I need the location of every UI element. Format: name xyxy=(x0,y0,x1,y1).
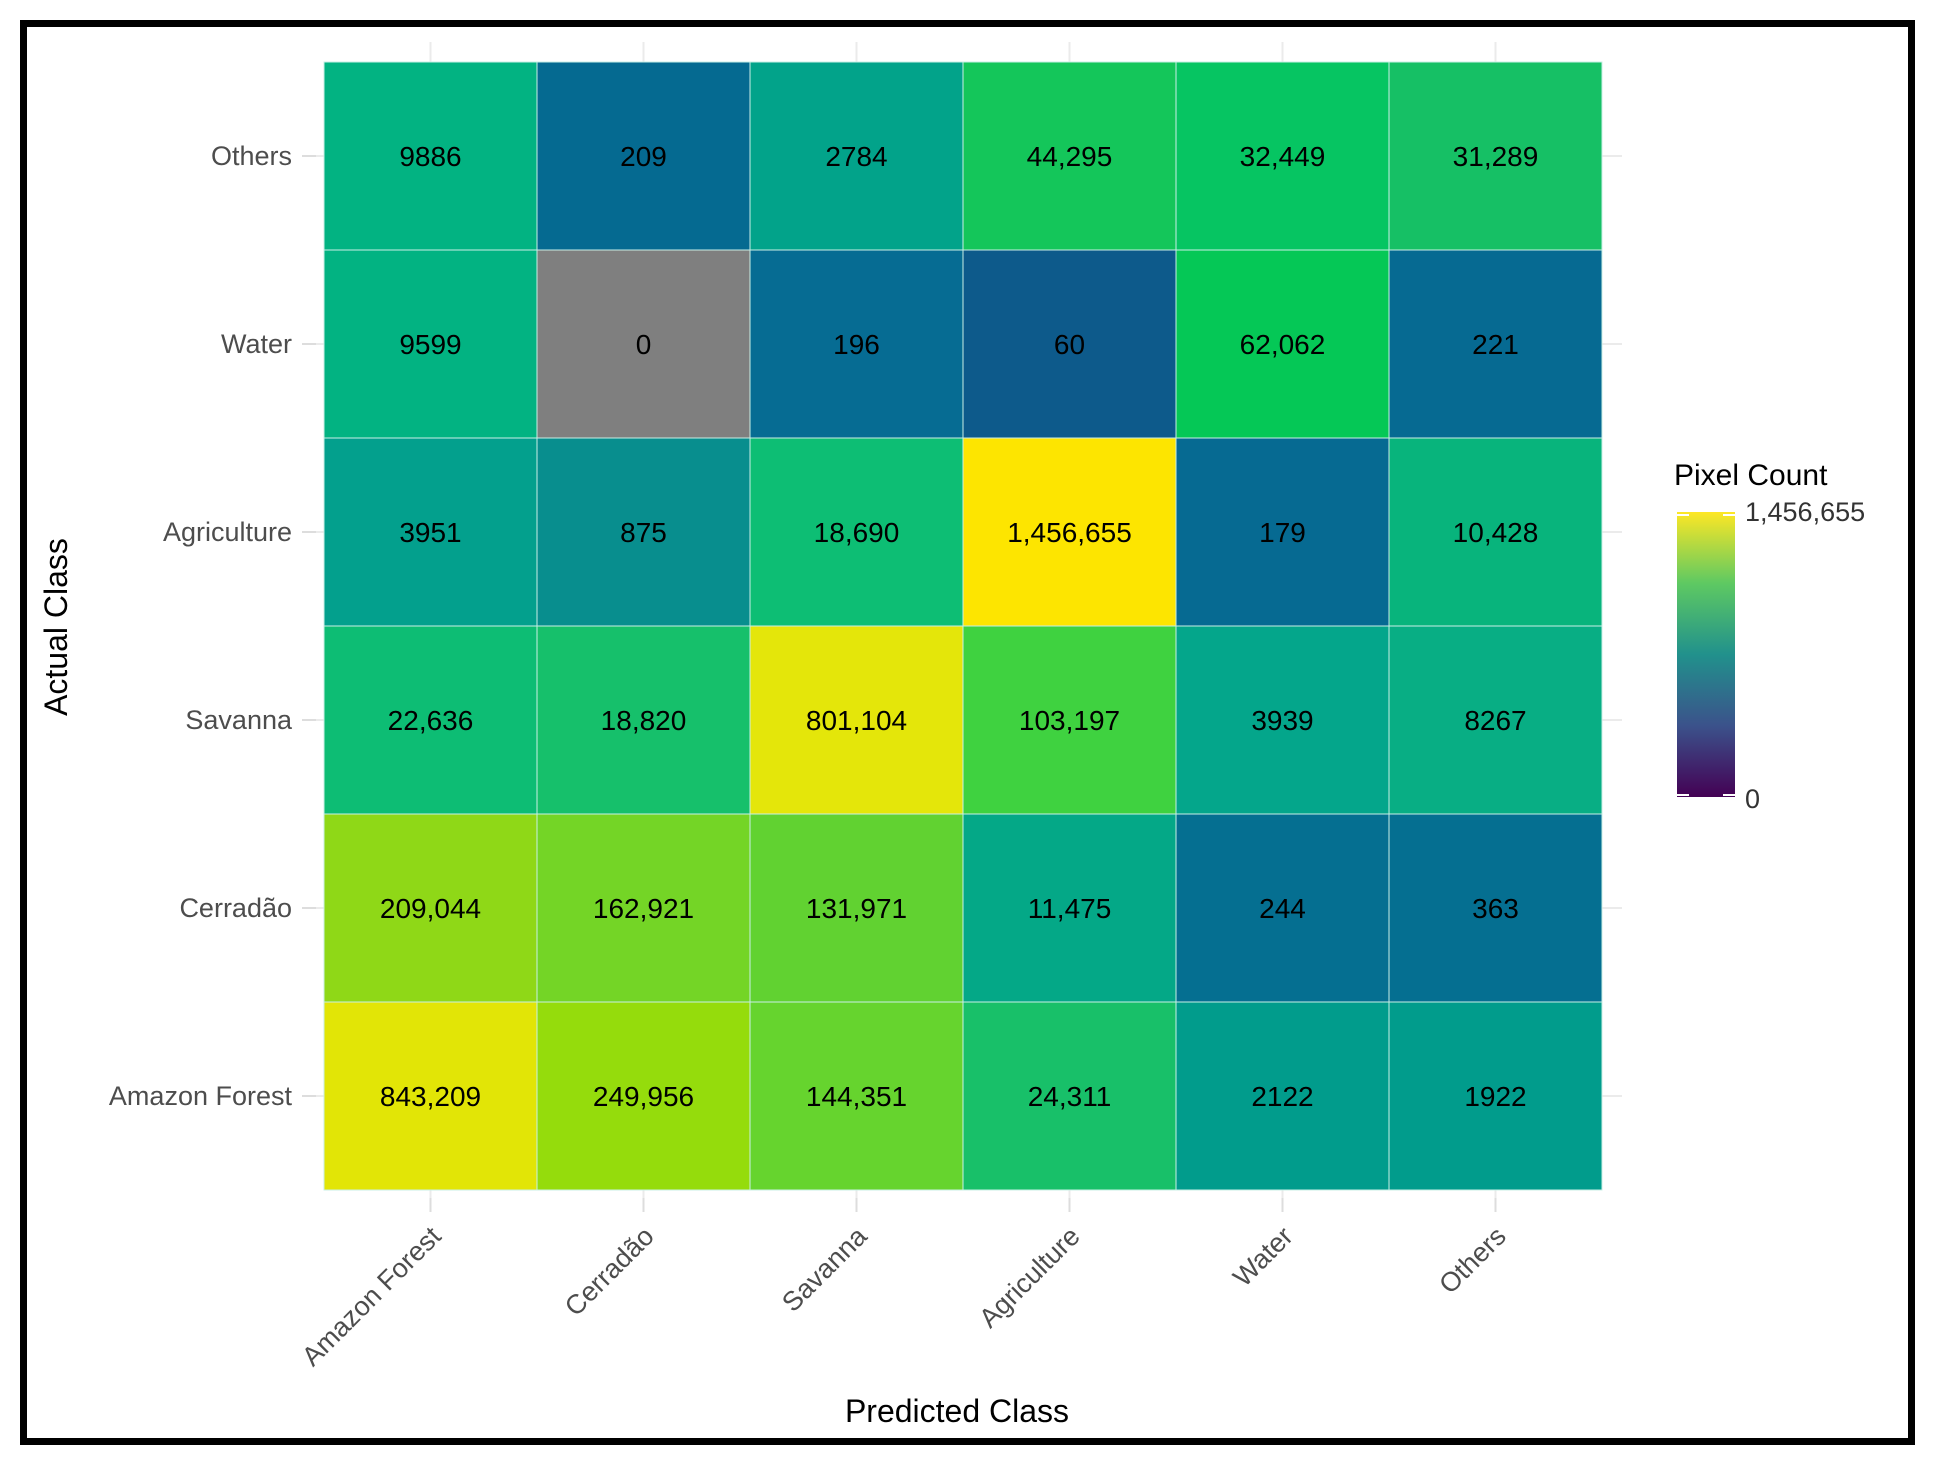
heatmap-cell xyxy=(962,625,1177,815)
cell-value-label: 843,209 xyxy=(380,1081,481,1112)
cell-value-label: 62,062 xyxy=(1240,329,1326,360)
heatmap-cell xyxy=(536,249,751,439)
heatmap-cell xyxy=(962,61,1177,251)
cell-value-label: 18,690 xyxy=(814,517,900,548)
cell-value-label: 209,044 xyxy=(380,893,481,924)
cell-value-label: 22,636 xyxy=(388,705,474,736)
heatmap-cell xyxy=(1175,625,1390,815)
x-tick-label: Amazon Forest xyxy=(296,1221,447,1372)
cell-value-label: 875 xyxy=(620,517,667,548)
heatmap-cell xyxy=(1388,813,1603,1003)
cell-value-label: 249,956 xyxy=(593,1081,694,1112)
heatmap-cell xyxy=(962,437,1177,627)
heatmap-cell xyxy=(962,813,1177,1003)
heatmap-cell xyxy=(1388,61,1603,251)
cell-value-label: 244 xyxy=(1259,893,1306,924)
heatmap-cell xyxy=(1388,1001,1603,1191)
cell-value-label: 801,104 xyxy=(806,705,907,736)
cell-value-label: 221 xyxy=(1472,329,1519,360)
cell-value-label: 32,449 xyxy=(1240,141,1326,172)
legend-title: Pixel Count xyxy=(1674,459,1828,492)
heatmap-cell xyxy=(536,437,751,627)
cell-value-label: 11,475 xyxy=(1028,893,1112,924)
cell-value-label: 144,351 xyxy=(806,1081,907,1112)
heatmap-cell xyxy=(749,437,964,627)
heatmap-cell xyxy=(323,1001,538,1191)
figure-frame: 843,209 249,956 144,351 24,311 2122 1922 209,0… xyxy=(20,20,1915,1445)
heatmap-cell xyxy=(1175,61,1390,251)
x-tick-label: Savanna xyxy=(776,1220,873,1317)
heatmap-cell xyxy=(749,61,964,251)
legend-min-label: 0 xyxy=(1745,784,1760,814)
legend-colorbar xyxy=(1677,512,1735,797)
cell-value-label: 24,311 xyxy=(1028,1081,1112,1112)
x-tick-label: Agriculture xyxy=(973,1221,1085,1333)
cell-value-label: 131,971 xyxy=(806,893,907,924)
cell-value-label: 10,428 xyxy=(1453,517,1539,548)
heatmap-cell xyxy=(536,813,751,1003)
cell-value-label: 3951 xyxy=(399,517,461,548)
y-tick-label: Cerradão xyxy=(179,893,292,923)
cell-value-label: 31,289 xyxy=(1453,141,1539,172)
cell-value-label: 18,820 xyxy=(601,705,687,736)
x-axis-title: Predicted Class xyxy=(845,1393,1069,1429)
heatmap-cell xyxy=(1175,1001,1390,1191)
heatmap-cell xyxy=(749,625,964,815)
y-tick-label: Agriculture xyxy=(163,517,292,547)
heatmap-cell xyxy=(1388,625,1603,815)
cell-value-label: 0 xyxy=(636,329,652,360)
x-axis-ticks: Amazon Forest Cerradão Savanna Agriculture W… xyxy=(296,1198,1512,1372)
heatmap-cell xyxy=(536,625,751,815)
heatmap-cell xyxy=(749,249,964,439)
legend-max-label: 1,456,655 xyxy=(1745,497,1865,527)
cell-value-label: 363 xyxy=(1472,893,1519,924)
y-tick-label: Water xyxy=(221,329,292,359)
cell-value-label: 103,197 xyxy=(1019,705,1120,736)
cell-value-label: 8267 xyxy=(1464,705,1526,736)
y-tick-label: Savanna xyxy=(185,705,293,735)
heatmap-cell xyxy=(1388,437,1603,627)
cell-value-label: 209 xyxy=(620,141,667,172)
heatmap-cell xyxy=(1175,437,1390,627)
cell-value-label: 1922 xyxy=(1464,1081,1526,1112)
heatmap-cell xyxy=(323,437,538,627)
y-axis-title: Actual Class xyxy=(38,538,74,716)
cell-value-label: 2784 xyxy=(825,141,887,172)
cell-value-label: 162,921 xyxy=(593,893,694,924)
heatmap-cell xyxy=(536,61,751,251)
heatmap-cell xyxy=(323,813,538,1003)
heatmap-cell xyxy=(1388,249,1603,439)
heatmap-cell xyxy=(323,625,538,815)
heatmap-cell xyxy=(1175,249,1390,439)
cell-value-label: 9599 xyxy=(399,329,461,360)
heatmap-cell xyxy=(1175,813,1390,1003)
x-tick-label: Others xyxy=(1433,1221,1512,1300)
cell-value-label: 2122 xyxy=(1251,1081,1313,1112)
heatmap-cell xyxy=(536,1001,751,1191)
x-tick-label: Cerradão xyxy=(559,1221,660,1322)
y-tick-label: Others xyxy=(211,141,292,171)
x-tick-label: Water xyxy=(1227,1221,1298,1292)
cell-value-label: 1,456,655 xyxy=(1007,517,1132,548)
cell-value-label: 44,295 xyxy=(1027,141,1113,172)
cell-value-label: 196 xyxy=(833,329,880,360)
cell-value-label: 60 xyxy=(1054,329,1085,360)
heatmap-cells: 843,209 249,956 144,351 24,311 2122 1922 209,0… xyxy=(323,61,1603,1191)
confusion-matrix-heatmap: 843,209 249,956 144,351 24,311 2122 1922 209,0… xyxy=(38,42,1865,1429)
y-tick-label: Amazon Forest xyxy=(109,1081,293,1111)
y-axis-ticks: Amazon Forest Cerradão Savanna Agriculture W… xyxy=(109,141,316,1111)
heatmap-cell xyxy=(323,61,538,251)
cell-value-label: 179 xyxy=(1259,517,1306,548)
cell-value-label: 3939 xyxy=(1251,705,1313,736)
cell-value-label: 9886 xyxy=(399,141,461,172)
color-legend: Pixel Count 1,456,655 0 xyxy=(1674,459,1865,814)
